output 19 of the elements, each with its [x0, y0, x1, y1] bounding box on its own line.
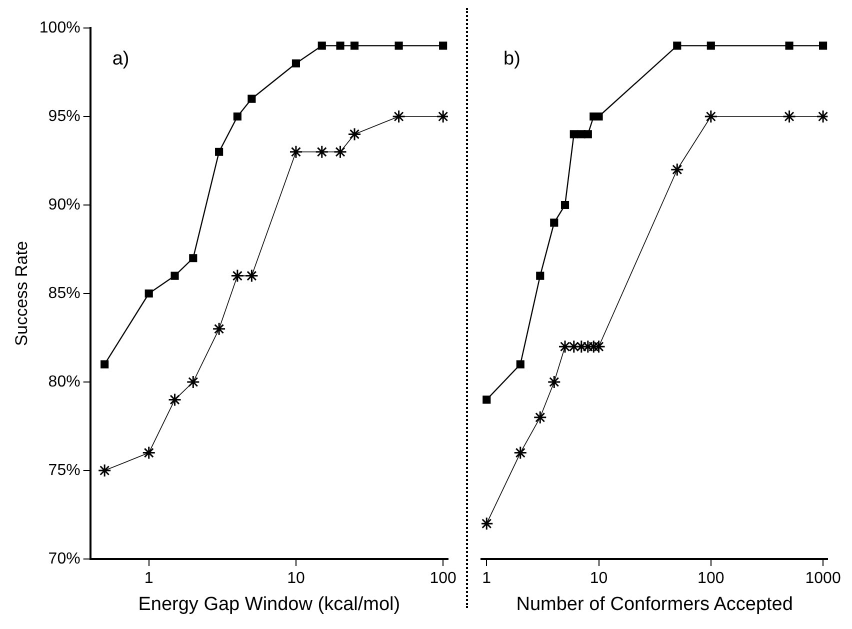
y-tick-label: 100%: [39, 19, 80, 36]
y-axis-title: Success Rate: [12, 241, 31, 346]
y-tick-label: 90%: [48, 196, 80, 214]
x-axis-title: Number of Conformers Accepted: [516, 594, 793, 615]
y-tick-label: 95%: [48, 108, 80, 125]
x-tick-label: 1000: [805, 570, 841, 588]
y-tick-label: 85%: [48, 284, 80, 302]
y-tick-label: 70%: [48, 550, 80, 568]
annotation: a): [112, 48, 130, 70]
x-tick-label: 10: [590, 570, 608, 588]
x-tick-label: 1: [144, 570, 154, 588]
x-tick-label: 10: [287, 570, 305, 588]
annotation: b): [504, 48, 520, 70]
x-tick-label: 100: [430, 570, 457, 588]
y-tick-label: 80%: [48, 373, 80, 390]
x-axis-title: Energy Gap Window (kcal/mol): [138, 594, 400, 615]
x-tick-label: 1: [482, 570, 492, 588]
x-tick-label: 100: [698, 570, 724, 588]
y-tick-label: 75%: [48, 462, 80, 479]
